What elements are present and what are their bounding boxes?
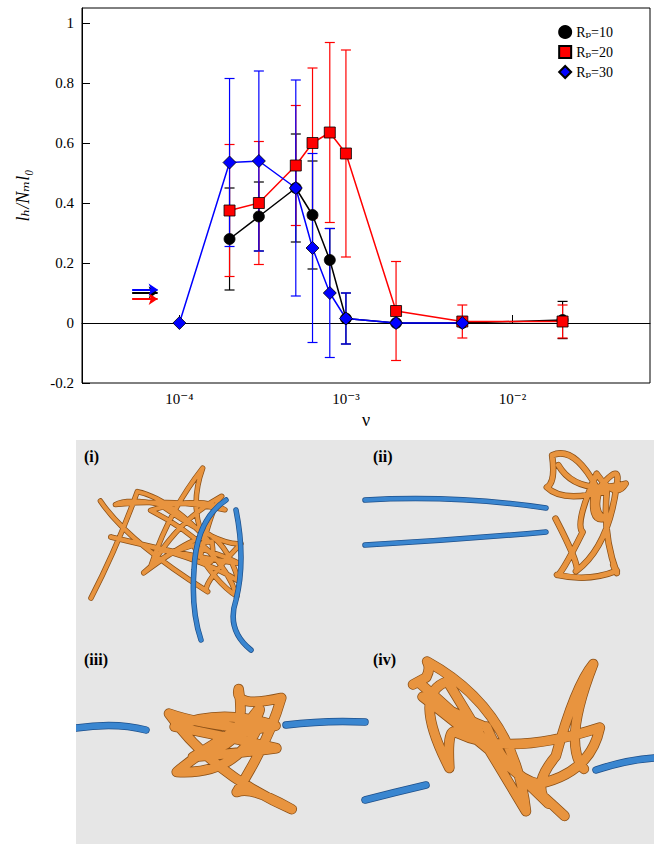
svg-text:-0.2: -0.2: [50, 375, 74, 391]
svg-text:Rₚ=30: Rₚ=30: [576, 65, 613, 80]
svg-text:10⁻²: 10⁻²: [499, 391, 527, 407]
svg-text:10⁻⁴: 10⁻⁴: [165, 391, 193, 407]
svg-text:(ii): (ii): [373, 448, 393, 466]
svg-text:0.8: 0.8: [55, 75, 74, 91]
svg-text:0.6: 0.6: [55, 135, 74, 151]
svg-text:Rₚ=10: Rₚ=10: [576, 25, 613, 40]
svg-text:(iii): (iii): [84, 651, 108, 669]
svg-text:0.2: 0.2: [55, 255, 74, 271]
svg-text:0.4: 0.4: [55, 195, 74, 211]
svg-text:Rₚ=20: Rₚ=20: [576, 45, 613, 60]
svg-text:(iv): (iv): [373, 651, 396, 669]
svg-text:0: 0: [67, 315, 75, 331]
svg-text:ν: ν: [362, 410, 370, 430]
svg-text:1: 1: [67, 15, 75, 31]
svg-text:10⁻³: 10⁻³: [332, 391, 360, 407]
svg-text:lₕ/Nₘl₀: lₕ/Nₘl₀: [13, 169, 33, 221]
svg-text:(i): (i): [84, 448, 99, 466]
